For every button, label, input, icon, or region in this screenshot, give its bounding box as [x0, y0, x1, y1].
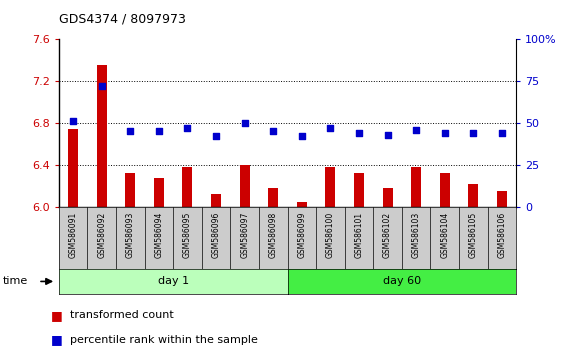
Bar: [325, 167, 335, 207]
Bar: [383, 188, 393, 207]
Point: [183, 125, 192, 131]
Text: ■: ■: [50, 333, 62, 346]
Point: [97, 83, 106, 89]
Point: [211, 134, 220, 139]
Bar: [182, 167, 192, 207]
Point: [440, 130, 449, 136]
Text: transformed count: transformed count: [70, 310, 174, 320]
Bar: [354, 173, 364, 207]
Text: percentile rank within the sample: percentile rank within the sample: [70, 335, 258, 345]
Bar: [268, 188, 278, 207]
Text: day 60: day 60: [383, 276, 421, 286]
Point: [355, 130, 364, 136]
Bar: [440, 173, 450, 207]
Point: [297, 134, 306, 139]
Point: [469, 130, 478, 136]
Text: GSM586099: GSM586099: [297, 212, 306, 258]
Bar: [297, 202, 307, 207]
Text: GSM586104: GSM586104: [440, 212, 449, 258]
Bar: [96, 65, 107, 207]
Bar: [125, 173, 135, 207]
Point: [68, 119, 77, 124]
Point: [154, 129, 163, 134]
Bar: [411, 167, 421, 207]
Text: GSM586105: GSM586105: [469, 212, 478, 258]
Text: day 1: day 1: [158, 276, 188, 286]
Point: [498, 130, 507, 136]
Bar: [240, 165, 250, 207]
Text: GSM586097: GSM586097: [240, 212, 249, 258]
Point: [383, 132, 392, 138]
Point: [126, 129, 135, 134]
Bar: [497, 191, 507, 207]
Text: GSM586091: GSM586091: [68, 212, 77, 258]
Text: GSM586106: GSM586106: [498, 212, 507, 258]
Text: GSM586098: GSM586098: [269, 212, 278, 258]
Bar: [211, 194, 221, 207]
Point: [326, 125, 335, 131]
Text: GSM586100: GSM586100: [326, 212, 335, 258]
Text: GSM586096: GSM586096: [211, 212, 220, 258]
Bar: [468, 184, 479, 207]
Point: [240, 120, 249, 126]
Point: [412, 127, 421, 133]
Text: GSM586102: GSM586102: [383, 212, 392, 258]
Text: GSM586094: GSM586094: [154, 212, 163, 258]
Text: GDS4374 / 8097973: GDS4374 / 8097973: [59, 12, 186, 25]
Text: GSM586093: GSM586093: [126, 212, 135, 258]
Text: time: time: [3, 276, 28, 286]
Text: ■: ■: [50, 309, 62, 321]
Text: GSM586092: GSM586092: [97, 212, 106, 258]
Text: GSM586095: GSM586095: [183, 212, 192, 258]
Bar: [68, 129, 78, 207]
Bar: [154, 178, 164, 207]
Point: [269, 129, 278, 134]
Text: GSM586103: GSM586103: [412, 212, 421, 258]
Text: GSM586101: GSM586101: [355, 212, 364, 258]
